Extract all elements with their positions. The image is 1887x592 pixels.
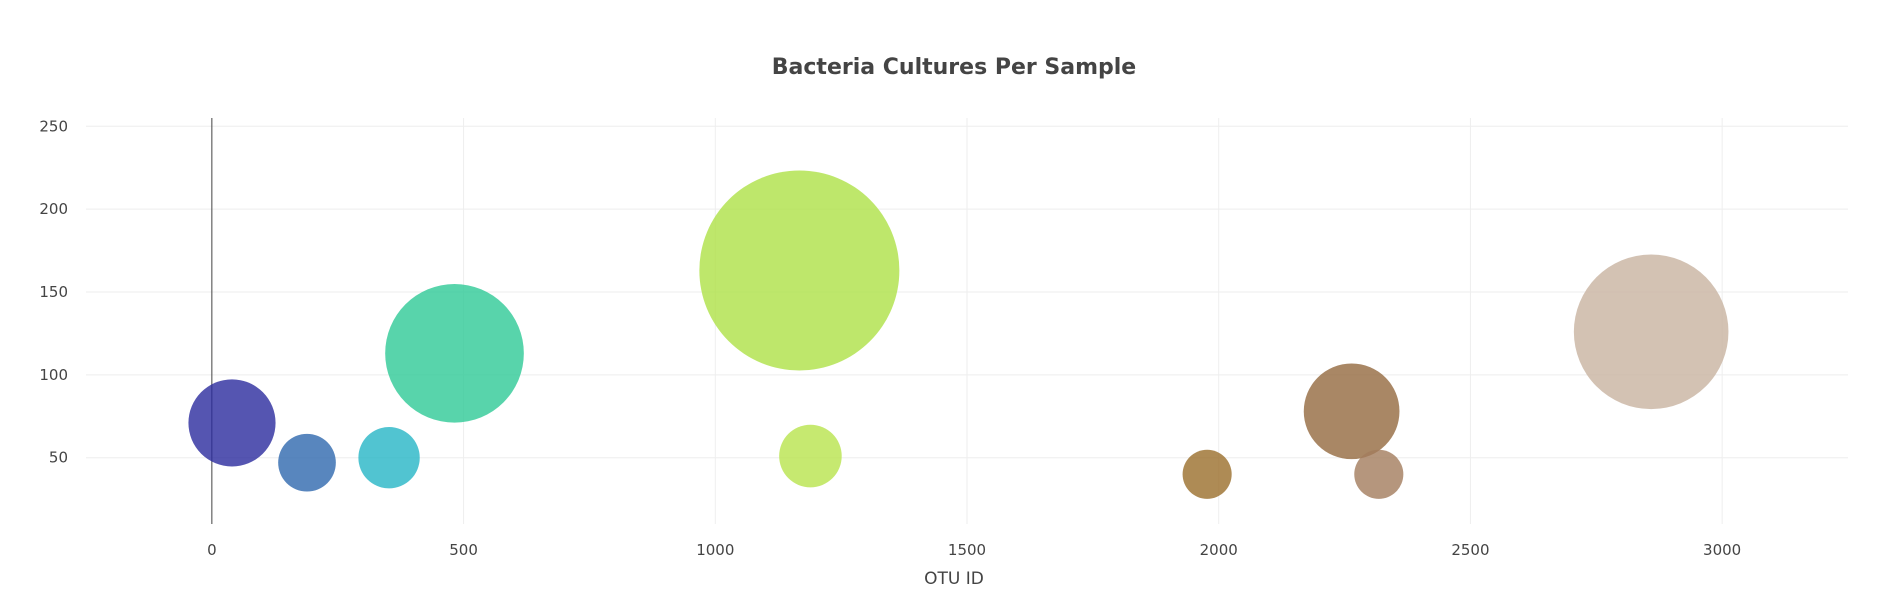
bubble-point[interactable] <box>278 433 336 492</box>
y-tick-label: 50 <box>49 449 68 467</box>
bubble-point[interactable] <box>188 379 276 467</box>
x-tick-label: 1500 <box>948 541 986 559</box>
tick-layer: 0 500 1000 1500 2000 2500 3000 50 100 150 200 250 <box>39 117 1741 559</box>
y-tick-label: 100 <box>39 366 68 384</box>
x-tick-label: 1000 <box>696 541 734 559</box>
bubble-point[interactable] <box>1573 254 1729 410</box>
x-tick-label: 500 <box>449 541 478 559</box>
bubble-point[interactable] <box>385 283 524 423</box>
bubble-point[interactable] <box>699 170 900 371</box>
bubble-layer <box>188 170 1729 499</box>
bubble-point[interactable] <box>358 427 420 489</box>
bubble-point[interactable] <box>1354 449 1404 499</box>
y-tick-label: 150 <box>39 283 68 301</box>
bubble-point[interactable] <box>779 424 842 488</box>
bubble-point[interactable] <box>1182 449 1232 499</box>
bubble-point[interactable] <box>1303 363 1400 460</box>
chart-title: Bacteria Cultures Per Sample <box>772 55 1136 80</box>
x-axis-label: OTU ID <box>924 569 984 589</box>
x-tick-label: 2500 <box>1451 541 1489 559</box>
y-tick-label: 200 <box>39 200 68 218</box>
y-tick-label: 250 <box>39 117 68 135</box>
x-tick-label: 0 <box>207 541 217 559</box>
x-tick-label: 3000 <box>1703 541 1741 559</box>
x-tick-label: 2000 <box>1200 541 1238 559</box>
